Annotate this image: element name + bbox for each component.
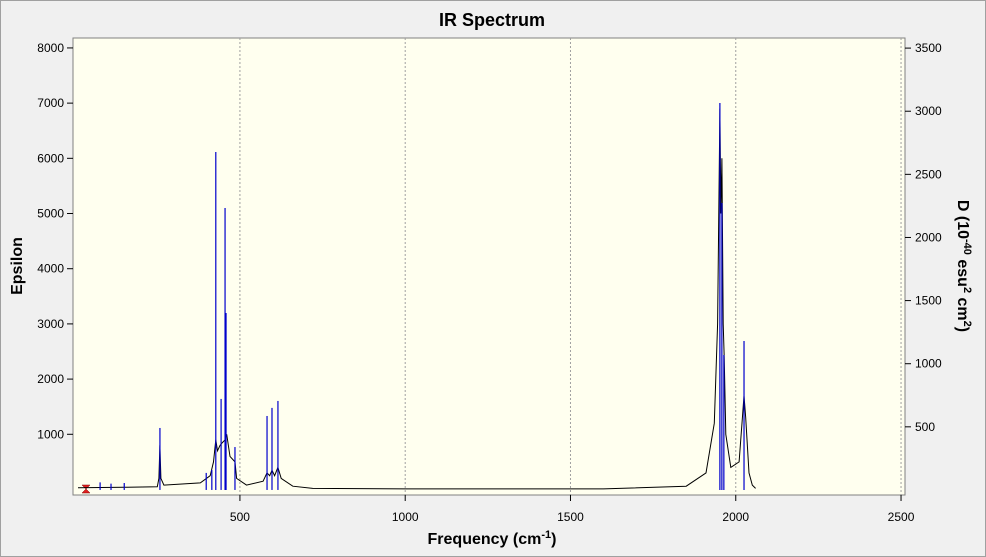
y2_label-part: )	[954, 327, 971, 332]
y2-tick-label: 1000	[915, 357, 942, 371]
zoom-marker	[81, 484, 91, 494]
spectrum-line	[77, 108, 756, 490]
y2-tick-label: 1500	[915, 294, 942, 308]
y-tick-label: 4000	[37, 262, 64, 276]
y-tick-label: 7000	[37, 96, 64, 110]
y2_label-part: 2	[961, 321, 973, 327]
x-axis-label: Frequency (cm-1)	[428, 529, 557, 548]
y-tick-label: 3000	[37, 317, 64, 331]
x-tick-label: 1500	[557, 510, 584, 524]
y2-tick-label: 500	[915, 420, 935, 434]
x-tick-label: 2000	[722, 510, 749, 524]
x_label-part: Frequency (cm	[428, 531, 542, 548]
chart-title: IR Spectrum	[439, 10, 545, 30]
x-tick-label: 2500	[888, 510, 915, 524]
y2-tick-label: 2500	[915, 167, 942, 181]
y2-tick-label: 3000	[915, 104, 942, 118]
y-tick-label: 8000	[37, 41, 64, 55]
y2_label-part: cm	[954, 293, 971, 321]
y-axis-label: Epsilon	[9, 237, 26, 295]
y2-tick-label: 3500	[915, 41, 942, 55]
y-tick-label: 6000	[37, 151, 64, 165]
x-tick-label: 1000	[392, 510, 419, 524]
y2-axis-label: D (10-40 esu2 cm2)	[954, 200, 973, 332]
x_label-part: -1	[541, 529, 551, 541]
x_label-part: )	[551, 531, 556, 548]
y2_label-part: 2	[961, 287, 973, 293]
y-tick-label: 1000	[37, 427, 64, 441]
x-tick-label: 500	[230, 510, 250, 524]
y-tick-label: 5000	[37, 207, 64, 221]
y2_label-part: esu	[954, 255, 971, 287]
y2-tick-label: 2000	[915, 230, 942, 244]
y2_label-part: -40	[961, 239, 973, 255]
plot-area	[72, 37, 906, 496]
y-tick-label: 2000	[37, 372, 64, 386]
y2_label-part: D (10	[954, 200, 971, 239]
